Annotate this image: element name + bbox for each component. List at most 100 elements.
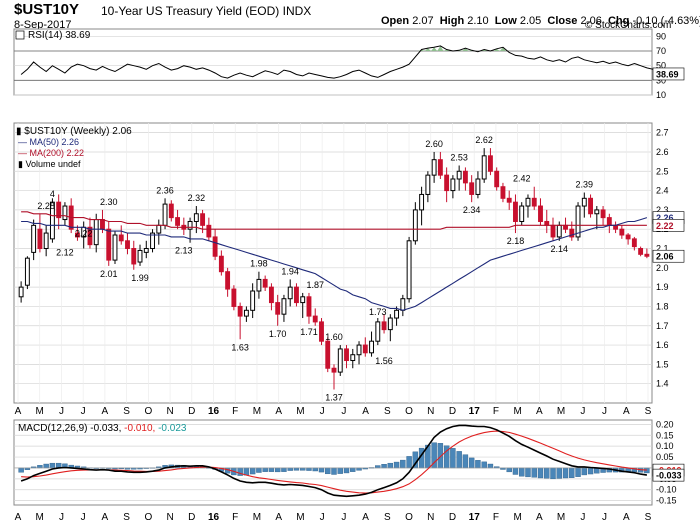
- macd-x-tick-label: D: [449, 512, 456, 523]
- macd-histogram-bar: [274, 467, 281, 473]
- price-value-tag-box: [652, 249, 685, 263]
- candle-body: [306, 296, 312, 317]
- price-candle: [375, 318, 381, 346]
- candle-body: [619, 228, 625, 236]
- price-candle: [581, 192, 587, 218]
- candle-body: [400, 298, 406, 311]
- rsi-line: [20, 45, 660, 79]
- macd-histogram-bar: [544, 467, 550, 479]
- candle-body: [75, 232, 80, 238]
- candle-body: [93, 219, 99, 246]
- price-tick-label: 2.5: [656, 166, 669, 176]
- price-candle: [469, 175, 475, 203]
- price-annotation-label: 1.87: [306, 280, 324, 290]
- price-candle: [494, 167, 500, 191]
- price-candle: [475, 171, 481, 199]
- price-candle: [168, 200, 174, 222]
- price-annotation-label: 2.39: [576, 180, 594, 190]
- macd-histogram-bar: [512, 467, 519, 475]
- price-candle: [256, 271, 262, 299]
- price-x-tick-label: J: [320, 406, 325, 417]
- candle-body: [200, 213, 206, 226]
- candle-body: [143, 248, 149, 253]
- candle-body: [319, 321, 324, 342]
- candle-body: [538, 205, 543, 222]
- price-candle: [387, 314, 393, 342]
- high-label: High: [439, 15, 465, 27]
- candle-body: [62, 205, 68, 221]
- candle-body: [394, 309, 400, 319]
- price-tick-label: 1.6: [656, 340, 669, 350]
- price-annotation-label: 2.01: [100, 269, 118, 279]
- price-x-tick-label: O: [144, 406, 152, 417]
- candle-body: [300, 296, 306, 304]
- candle-body: [256, 278, 262, 292]
- chart-date: 8-Sep-2017: [14, 19, 72, 31]
- price-x-tick-label: J: [602, 406, 607, 417]
- macd-histogram-bar: [318, 467, 325, 473]
- candle-body: [337, 348, 343, 373]
- price-candle: [231, 285, 237, 311]
- price-tick-label: 1.9: [656, 282, 669, 292]
- macd-histogram-bar: [337, 467, 343, 474]
- candle-body: [475, 178, 481, 195]
- price-candle: [150, 229, 155, 253]
- price-candle: [462, 167, 468, 191]
- price-tick-label: 2.3: [656, 205, 669, 215]
- candle-body: [487, 155, 493, 172]
- ma200-value-tag-text: 2.22: [656, 221, 674, 231]
- price-candle: [531, 186, 537, 210]
- low-label: Low: [494, 15, 517, 27]
- candle-body: [362, 344, 368, 354]
- rsi-value-tag-text: 38.69: [656, 69, 679, 79]
- macd-histogram-bar: [375, 465, 381, 469]
- price-candle: [125, 233, 130, 255]
- macd-histogram-bar: [575, 467, 581, 477]
- rsi-tick-label: 10: [656, 90, 666, 100]
- price-candle: [75, 225, 80, 241]
- candle-body: [18, 286, 24, 298]
- price-candle: [268, 283, 274, 311]
- price-candle: [312, 308, 318, 326]
- price-annotation-label: 2.62: [475, 135, 493, 145]
- price-candle: [31, 219, 37, 261]
- price-candle: [569, 221, 575, 241]
- rsi-label: RSI(14) 38.69: [28, 30, 91, 41]
- candle-body: [31, 224, 37, 253]
- price-candle: [237, 302, 243, 340]
- ma200-value-tag: 2.22: [652, 219, 685, 232]
- price-candle: [425, 171, 431, 203]
- macd-histogram-bar: [537, 467, 544, 479]
- macd-x-tick-label: 17: [469, 512, 481, 523]
- macd-value-tag: -0.033: [652, 468, 685, 482]
- high-value: 2.10: [467, 15, 489, 27]
- price-candle: [287, 279, 293, 307]
- price-candle: [225, 267, 231, 297]
- macd-x-tick-label: M: [36, 512, 44, 523]
- macd-x-tick-label: A: [536, 512, 543, 523]
- candle-body: [43, 232, 49, 250]
- candle-body: [325, 340, 331, 369]
- macd-histogram-bar: [293, 467, 300, 471]
- price-candle: [218, 250, 224, 276]
- chart-description: 10-Year US Treasury Yield (EOD) INDX: [101, 4, 311, 18]
- candle-body: [500, 186, 506, 199]
- price-tick-label: 2.1: [656, 244, 669, 254]
- macd-x-tick-label: F: [232, 512, 238, 523]
- macd-histogram-bar: [450, 448, 456, 469]
- ma200-value-tag-box: [652, 219, 685, 232]
- candle-body: [137, 249, 143, 263]
- macd-x-tick-label: N: [166, 512, 173, 523]
- macd-histogram-bar: [556, 467, 562, 479]
- macd-tick-label: -0.15: [656, 496, 677, 506]
- price-candle: [49, 198, 55, 243]
- price-tick-label: 2.4: [656, 186, 669, 196]
- macd-tick-label: 0.15: [656, 430, 674, 440]
- candle-body: [24, 257, 30, 286]
- rsi-legend-box: [15, 30, 25, 40]
- price-annotation-label: 2.14: [551, 244, 569, 254]
- price-candle: [450, 175, 456, 199]
- candle-body: [294, 286, 299, 304]
- macd-x-tick-label: J: [320, 512, 325, 523]
